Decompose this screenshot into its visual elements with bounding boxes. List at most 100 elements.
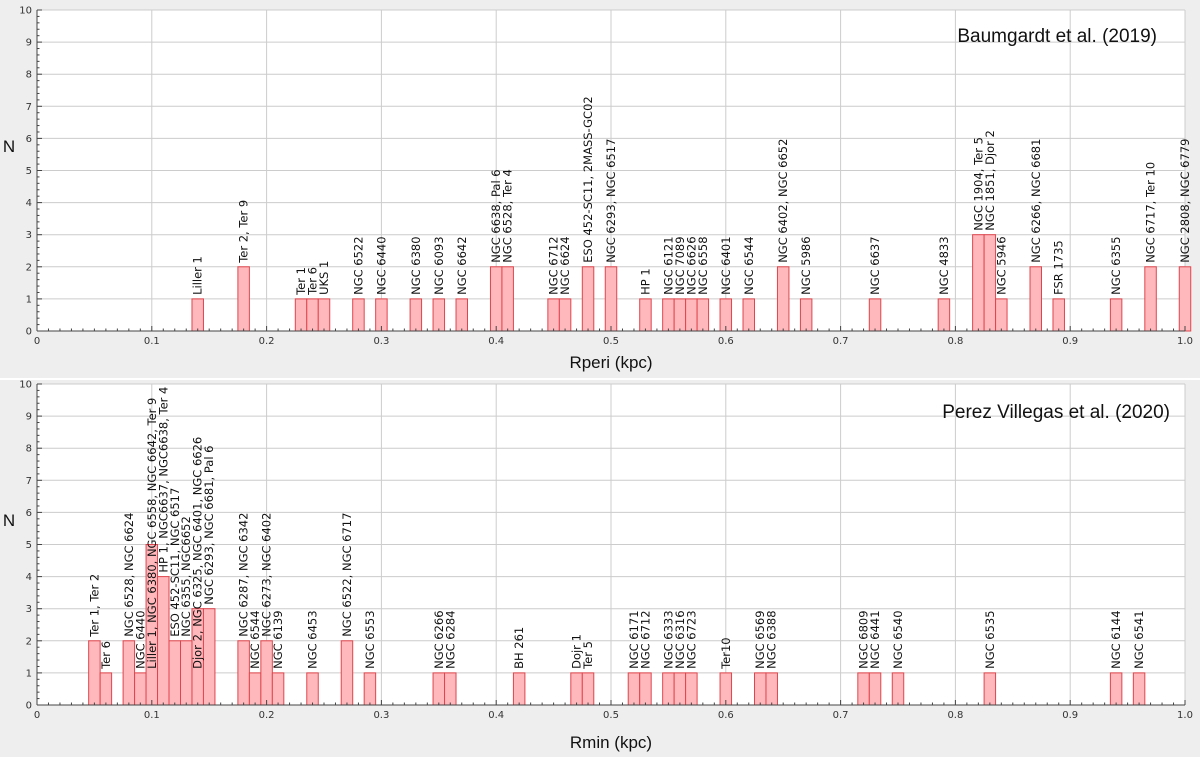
bar-label: NGC 6528, NGC 6624 bbox=[122, 513, 136, 637]
bar-label: NGC 6355, NGC6652 bbox=[179, 516, 193, 637]
bar-label: NGC 6333 bbox=[661, 610, 675, 668]
bar-label: Liller 1 bbox=[191, 256, 205, 295]
x-tick-label: 0.5 bbox=[603, 336, 619, 347]
bar-label: NGC 6284 bbox=[443, 610, 457, 668]
bar-label: HP 1 bbox=[638, 268, 652, 295]
histogram-bar bbox=[696, 298, 710, 332]
y-tick-label: 8 bbox=[26, 444, 32, 455]
histogram-bar bbox=[742, 298, 756, 332]
histogram-bar bbox=[294, 298, 308, 332]
bar-label: NGC 6809 bbox=[857, 610, 871, 668]
histogram-bar bbox=[868, 298, 882, 332]
y-tick-label: 6 bbox=[26, 508, 32, 519]
histogram-bar bbox=[306, 298, 319, 332]
bar-label: NGC 6569 bbox=[753, 610, 767, 668]
histogram-bar bbox=[558, 298, 572, 332]
histogram-bar bbox=[501, 266, 514, 332]
bar-label: Ter 1 bbox=[294, 267, 308, 296]
bar-label: NGC 6440 bbox=[374, 236, 388, 294]
histogram-bar bbox=[868, 672, 882, 706]
bar-label: Ter 5 bbox=[581, 641, 595, 670]
bar-label: NGC 6402, NGC 6652 bbox=[776, 139, 790, 263]
bar-label: NGC 6540 bbox=[891, 610, 905, 668]
histogram-bar bbox=[340, 640, 354, 706]
bar-label: NGC 6723 bbox=[684, 610, 698, 668]
y-tick-label: 4 bbox=[26, 198, 32, 209]
histogram-bar bbox=[891, 672, 905, 706]
x-axis-title: Rperi (kpc) bbox=[569, 353, 652, 372]
bar-label: NGC 6401 bbox=[719, 236, 733, 294]
histogram-bar bbox=[799, 298, 813, 332]
y-axis-title: N bbox=[3, 511, 15, 530]
y-tick-label: 10 bbox=[19, 380, 32, 391]
x-tick-label: 0 bbox=[34, 710, 40, 721]
y-tick-label: 2 bbox=[26, 262, 32, 273]
x-tick-label: 0.2 bbox=[259, 336, 275, 347]
bar-label: NGC 6522, NGC 6717 bbox=[340, 513, 354, 637]
y-tick-label: 7 bbox=[26, 102, 32, 113]
bar-label: Ter 1, Ter 2 bbox=[87, 574, 101, 638]
x-tick-label: 0.9 bbox=[1062, 710, 1078, 721]
histogram-bar bbox=[972, 234, 985, 332]
histogram-bar bbox=[937, 298, 951, 332]
x-tick-label: 0.9 bbox=[1062, 336, 1078, 347]
histogram-bar bbox=[306, 672, 319, 706]
bar-label: BH 261 bbox=[512, 627, 526, 669]
bar-label: NGC 4833 bbox=[937, 236, 951, 294]
histogram-bar bbox=[489, 266, 503, 332]
y-tick-label: 4 bbox=[26, 572, 32, 583]
bar-label: NGC 6355 bbox=[1109, 236, 1123, 294]
histogram-bar bbox=[134, 672, 147, 706]
bar-label: NGC 6273, NGC 6402 bbox=[260, 513, 274, 637]
bar-label: NGC 6558 bbox=[696, 236, 710, 294]
bar-label: NGC 6535 bbox=[983, 610, 997, 668]
x-tick-label: 1.0 bbox=[1177, 336, 1193, 347]
bar-label: NGC 7089 bbox=[673, 236, 687, 294]
bar-label: NGC 6316 bbox=[673, 610, 687, 668]
bar-label: Liller 1, NGC 6380, NGC 6558, NGC 6642, … bbox=[145, 398, 159, 669]
y-tick-label: 9 bbox=[26, 38, 32, 49]
bar-label: NGC 1851, Djor 2 bbox=[983, 130, 997, 231]
bar-label: NGC 1904, Ter 5 bbox=[971, 137, 985, 231]
histogram-bar bbox=[639, 672, 652, 706]
histogram-bar bbox=[409, 298, 423, 332]
bar-label: NGC 6642 bbox=[455, 236, 469, 294]
histogram-bar bbox=[1144, 266, 1157, 332]
bar-label: ESO 452-SC11, NGC 6517 bbox=[168, 488, 182, 637]
histogram-bar bbox=[581, 266, 595, 332]
histogram-bar bbox=[432, 298, 446, 332]
histogram-bar bbox=[662, 298, 675, 332]
y-tick-label: 3 bbox=[26, 230, 32, 241]
bar-label: Dojr 1 bbox=[570, 634, 584, 669]
bar-label: NGC 6541 bbox=[1132, 610, 1146, 668]
x-tick-label: 0.2 bbox=[259, 710, 275, 721]
histogram-bar bbox=[754, 672, 767, 706]
bar-label: HP 1, NGC6637, NGC6638, Ter 4 bbox=[156, 387, 170, 573]
bar-label: NGC 6528, Ter 4 bbox=[501, 169, 515, 263]
histogram-bar bbox=[604, 266, 618, 332]
histogram-bar bbox=[1132, 672, 1146, 706]
bar-label: Ter 6 bbox=[306, 267, 320, 296]
histogram-bar bbox=[455, 298, 468, 332]
bar-label: NGC 6624 bbox=[558, 236, 572, 294]
histogram-bar bbox=[662, 672, 675, 706]
histogram-bar bbox=[1029, 266, 1043, 332]
bar-label: NGC 5946 bbox=[994, 236, 1008, 294]
x-tick-label: 0 bbox=[34, 336, 40, 347]
x-tick-label: 0.7 bbox=[833, 710, 849, 721]
x-tick-label: 0.4 bbox=[488, 336, 504, 347]
x-tick-label: 0.1 bbox=[144, 336, 160, 347]
histogram-bar bbox=[352, 298, 365, 332]
x-tick-label: 0.7 bbox=[833, 336, 849, 347]
bar-label: NGC 6266, NGC 6681 bbox=[1029, 139, 1043, 263]
chart-panel-1: 0 0.1 0.2 0.3 0.4 0.5 0.6 0.7 0.8 0.9 1.0 0 1 2 3 4 5 6 7 8… bbox=[0, 0, 1200, 378]
bar-label: NGC 6144 bbox=[1109, 610, 1123, 668]
x-tick-label: 0.3 bbox=[373, 336, 389, 347]
y-tick-label: 5 bbox=[26, 166, 32, 177]
bar-label: NGC 6440 bbox=[133, 610, 147, 668]
histogram-bar bbox=[237, 266, 250, 332]
x-tick-label: 0.8 bbox=[947, 710, 963, 721]
bar-label: NGC 6139 bbox=[271, 610, 285, 668]
y-tick-label: 6 bbox=[26, 134, 32, 145]
